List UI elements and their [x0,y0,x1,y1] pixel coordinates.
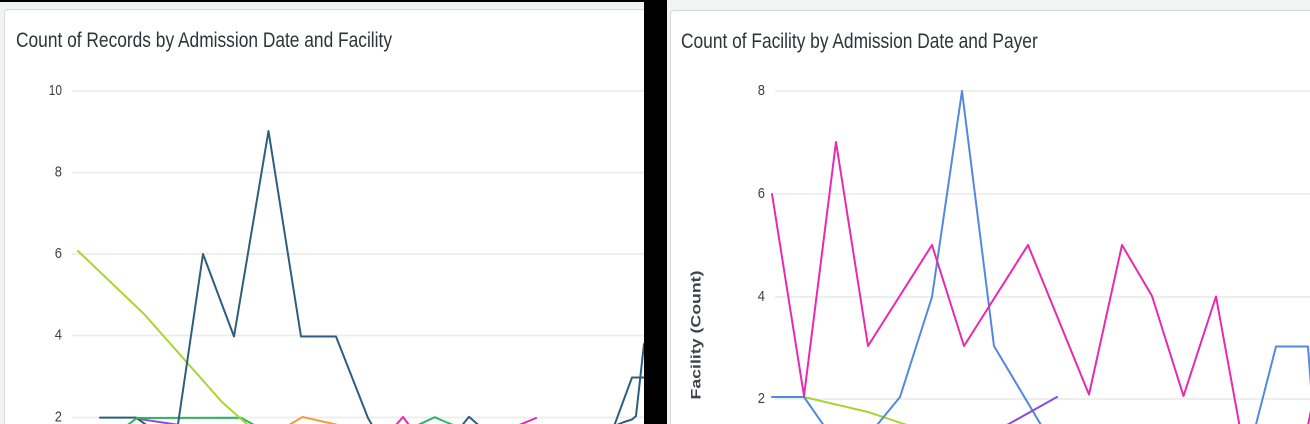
svg-text:Facility (Count): Facility (Count) [688,271,704,400]
svg-text:8: 8 [55,164,62,181]
svg-text:2: 2 [55,409,62,424]
svg-text:4: 4 [758,288,765,305]
svg-text:6: 6 [758,185,765,202]
svg-text:4: 4 [55,327,62,344]
svg-text:2: 2 [758,390,765,407]
svg-text:6: 6 [55,245,62,262]
svg-text:8: 8 [758,82,765,99]
svg-text:10: 10 [49,82,62,99]
